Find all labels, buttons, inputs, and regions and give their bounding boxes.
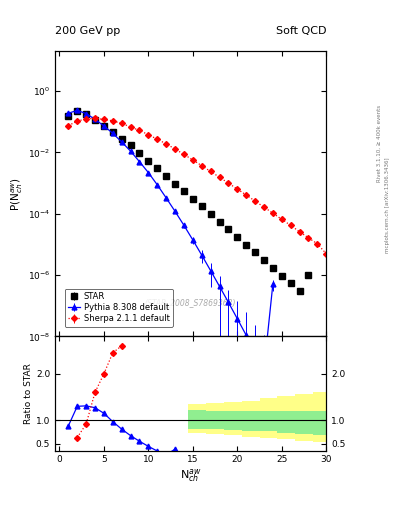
Text: Rivet 3.1.10, ≥ 400k events: Rivet 3.1.10, ≥ 400k events — [377, 105, 382, 182]
Y-axis label: P(N$_{ch}^{aw}$): P(N$_{ch}^{aw}$) — [9, 177, 25, 211]
Legend: STAR, Pythia 8.308 default, Sherpa 2.1.1 default: STAR, Pythia 8.308 default, Sherpa 2.1.1… — [64, 289, 173, 327]
Text: 200 GeV pp: 200 GeV pp — [55, 26, 120, 36]
Text: Soft QCD: Soft QCD — [276, 26, 326, 36]
X-axis label: N$_{ch}^{aw}$: N$_{ch}^{aw}$ — [180, 467, 201, 484]
Text: mcplots.cern.ch [arXiv:1306.3436]: mcplots.cern.ch [arXiv:1306.3436] — [385, 157, 389, 252]
Y-axis label: Ratio to STAR: Ratio to STAR — [24, 363, 33, 424]
Text: (STAR_2008_S7869363): (STAR_2008_S7869363) — [145, 297, 236, 307]
